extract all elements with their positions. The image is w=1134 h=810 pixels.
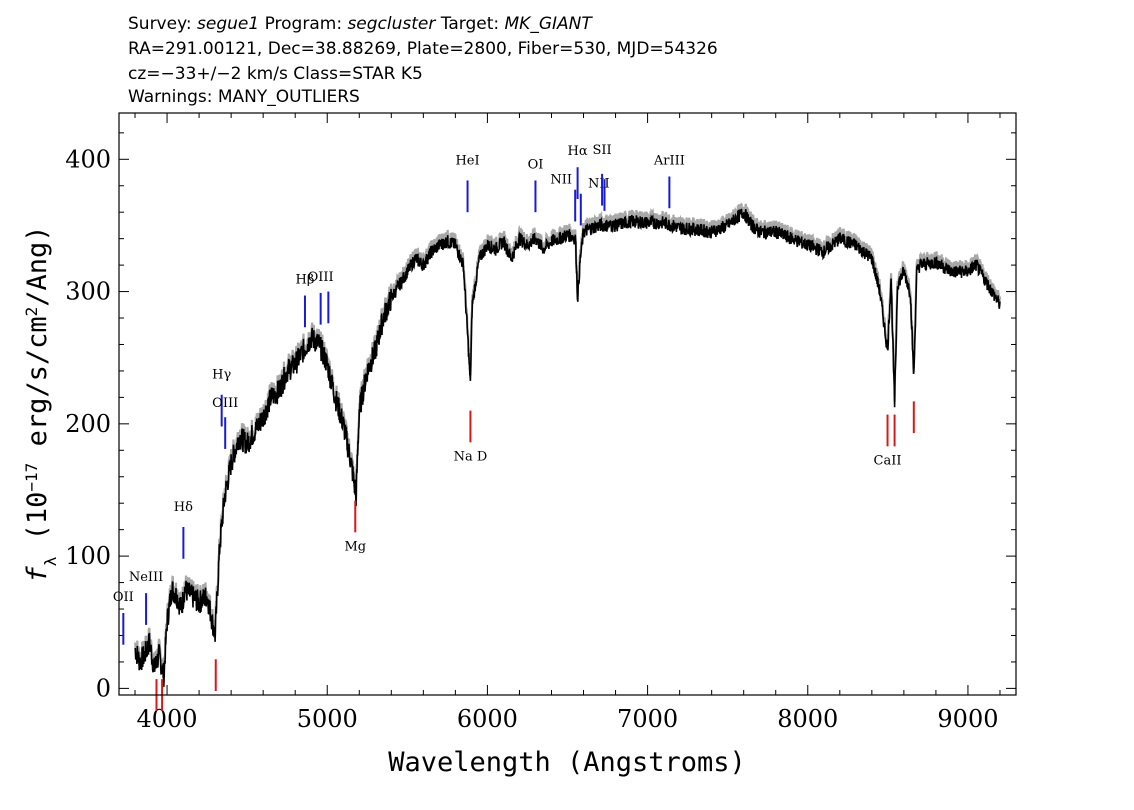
absorption-line-label: Na D [454, 449, 488, 464]
header-coordinates-line: RA=291.00121, Dec=38.88269, Plate=2800, … [128, 39, 718, 59]
y-tick-label: 100 [65, 542, 111, 570]
x-tick-label: 9000 [937, 705, 998, 733]
emission-line-label: SII [593, 143, 612, 158]
x-tick-label: 4000 [137, 705, 198, 733]
absorption-line-label: CaII [874, 453, 902, 468]
header-survey-line: Survey: segue1 Program: segcluster Targe… [128, 14, 593, 34]
emission-line-label: HeI [455, 153, 479, 168]
axis-ticks: 4000 5000 6000 7000 8000 9000 0 100 200 300 400 [65, 113, 1016, 733]
header-redshift-class-line: cz=−33+/−2 km/s Class=STAR K5 [128, 64, 423, 84]
emission-line-label: OIII [212, 396, 238, 411]
emission-line-label: OIII [308, 270, 334, 285]
emission-line-label: Hβ [296, 273, 315, 288]
flux-error-band [133, 202, 1002, 682]
emission-line-label: Hδ [174, 500, 193, 515]
emission-line-label: ArIII [653, 153, 685, 168]
chart-marks [133, 202, 1002, 687]
x-tick-label: 5000 [297, 705, 358, 733]
emission-line-label: NeIII [129, 570, 163, 585]
y-tick-label: 200 [65, 410, 111, 438]
y-axis-label: fλ (10−17 erg/s/cm2/Ang) [22, 225, 60, 582]
emission-line-label: Hγ [212, 368, 231, 383]
absorption-line-label: Mg [344, 539, 366, 554]
emission-line-label: OII [113, 590, 134, 605]
x-tick-label: 6000 [457, 705, 518, 733]
plot-frame [118, 112, 1017, 696]
y-tick-label: 400 [65, 145, 111, 173]
emission-line-label: OI [528, 157, 544, 172]
header-warnings-line: Warnings: MANY_OUTLIERS [128, 87, 360, 107]
emission-line-label: Hα [568, 144, 588, 159]
y-tick-label: 300 [65, 278, 111, 306]
x-tick-label: 8000 [777, 705, 838, 733]
x-tick-label: 7000 [617, 705, 678, 733]
x-axis-label: Wavelength (Angstroms) [388, 747, 746, 778]
emission-line-label: NII [588, 177, 610, 192]
emission-line-label: NII [550, 173, 572, 188]
y-tick-label: 0 [96, 674, 111, 702]
flux-series-line [134, 208, 1001, 687]
